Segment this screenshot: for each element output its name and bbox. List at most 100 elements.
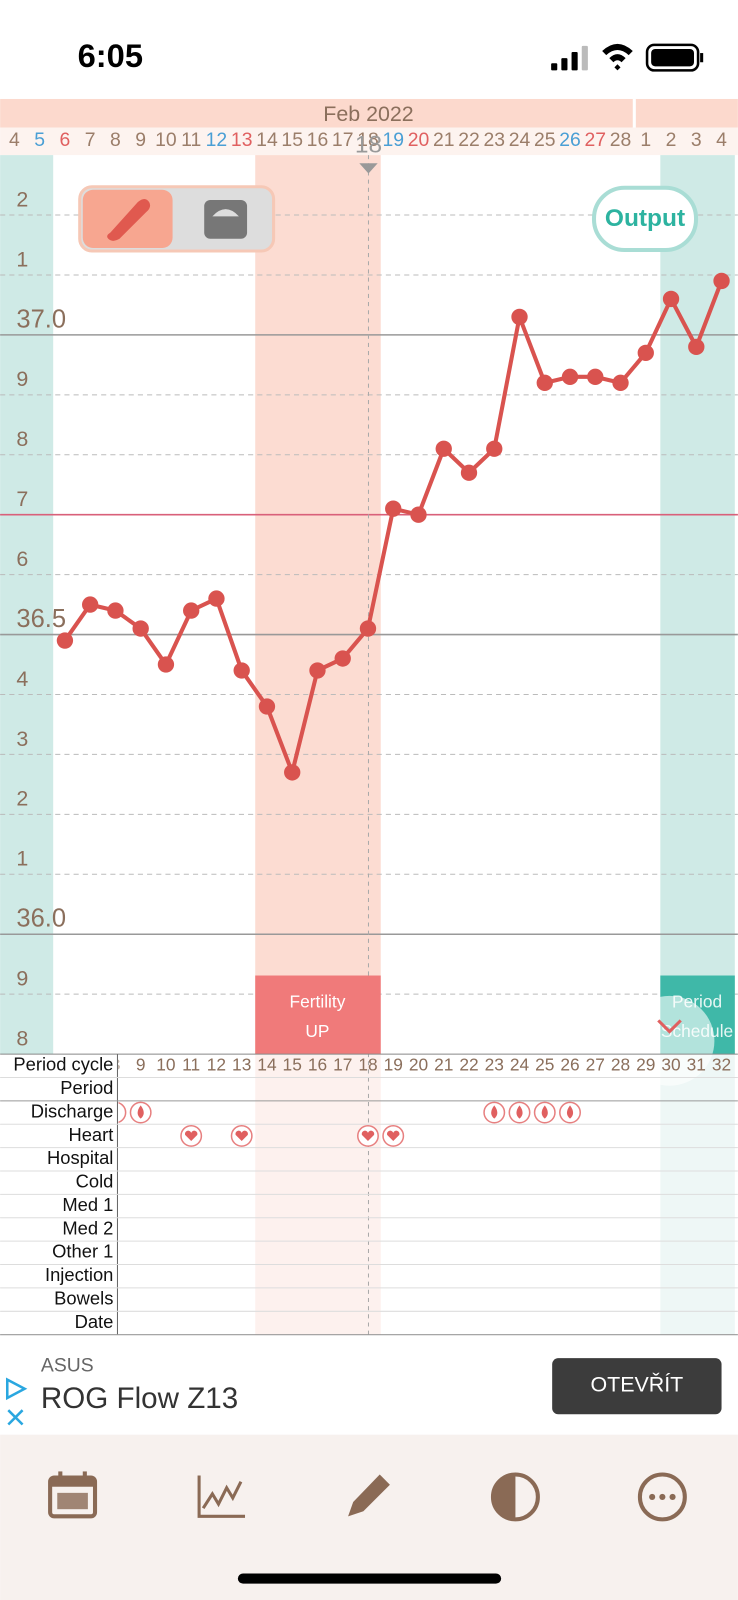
fertility-band bbox=[255, 155, 381, 1055]
ad-banner[interactable]: ASUS ROG Flow Z13 OTEVŘÍT bbox=[0, 1336, 738, 1435]
ad-button-label[interactable]: OTEVŘÍT bbox=[590, 1371, 683, 1396]
y-tick-label: 3 bbox=[16, 727, 28, 751]
row-label: Discharge bbox=[31, 1100, 114, 1121]
heart-icon bbox=[357, 1124, 379, 1147]
heart bbox=[184, 1130, 198, 1142]
x-tick-label: 21 bbox=[433, 129, 455, 151]
y-tick-label: 1 bbox=[16, 247, 28, 271]
temperature-point bbox=[258, 698, 276, 715]
drop-icon bbox=[559, 1101, 581, 1124]
x-tick-label: 10 bbox=[155, 129, 177, 151]
row-label: Injection bbox=[45, 1264, 113, 1285]
x-tick-label: 19 bbox=[382, 129, 404, 151]
x-tick-label: 28 bbox=[610, 129, 632, 151]
drop bbox=[566, 1105, 574, 1119]
x-tick-label: 18 bbox=[357, 129, 379, 151]
x-tick-label: 12 bbox=[206, 129, 228, 151]
status-icons bbox=[551, 43, 704, 72]
x-tick-label: 15 bbox=[281, 129, 303, 151]
scale-dial bbox=[212, 209, 239, 217]
y-tick-label: 2 bbox=[16, 187, 28, 211]
icon-ring bbox=[118, 1102, 127, 1124]
cycle-day: 19 bbox=[384, 1054, 403, 1074]
x-tick-label: 23 bbox=[483, 129, 505, 151]
temperature-point bbox=[208, 590, 225, 607]
month-divider bbox=[632, 98, 636, 128]
day-row bbox=[0, 127, 738, 156]
heart-icon bbox=[230, 1124, 253, 1147]
tab-cycle[interactable] bbox=[490, 1472, 540, 1522]
row-label: Period cycle bbox=[13, 1054, 113, 1075]
cycle-day: 17 bbox=[333, 1054, 352, 1074]
tab-more[interactable] bbox=[637, 1472, 687, 1522]
cycle-days: 8 9 10 11 12 13 14 15 16 17 18 19 20 21 22 23 24 25 26 27 28… bbox=[118, 1054, 731, 1147]
temperature-point bbox=[385, 500, 402, 517]
drop bbox=[541, 1105, 548, 1119]
collapse-circle[interactable] bbox=[624, 995, 715, 1086]
x-tick-label: 5 bbox=[34, 129, 45, 151]
temperature-point bbox=[713, 272, 730, 290]
temperature-line bbox=[63, 280, 724, 775]
x-tick-label: 22 bbox=[458, 129, 480, 151]
collapse-button[interactable] bbox=[624, 995, 715, 1086]
x-tick-label: 24 bbox=[509, 129, 531, 151]
x-tick-label: 16 bbox=[307, 129, 329, 151]
cycle-day: 20 bbox=[409, 1054, 428, 1074]
tab-bar bbox=[0, 1434, 738, 1600]
ad-button[interactable] bbox=[552, 1358, 722, 1415]
y-tick-label: 1 bbox=[16, 847, 28, 871]
tab-chart[interactable] bbox=[197, 1475, 246, 1518]
ad-choice[interactable] bbox=[5, 1377, 28, 1401]
period-forecast-band bbox=[660, 155, 735, 1055]
tab-calendar[interactable] bbox=[48, 1471, 98, 1519]
output-label[interactable]: Output bbox=[605, 205, 685, 232]
cycle-day: 14 bbox=[257, 1054, 277, 1074]
temperature-point bbox=[132, 620, 149, 637]
temperature-point bbox=[561, 368, 579, 386]
temperature-point bbox=[284, 764, 301, 781]
x-tick-label: 17 bbox=[332, 129, 354, 151]
clock: 6:05 bbox=[78, 37, 143, 74]
x-tick-label: 1 bbox=[640, 129, 651, 151]
output-frame[interactable] bbox=[591, 185, 699, 253]
x-tick-label: 14 bbox=[256, 129, 278, 151]
fertility-label: UP bbox=[305, 1021, 329, 1041]
row-label: Bowels bbox=[54, 1287, 113, 1308]
plot bbox=[56, 272, 730, 781]
cycle-day: 16 bbox=[308, 1054, 327, 1074]
fertility-box bbox=[255, 975, 381, 1055]
cycle-day: 10 bbox=[156, 1054, 175, 1074]
y-tick-label: 9 bbox=[16, 967, 28, 991]
y-tick-label: 2 bbox=[16, 787, 28, 811]
tab-icons bbox=[48, 1471, 687, 1522]
x-tick-label: 4 bbox=[716, 129, 727, 151]
temperature-point bbox=[536, 374, 553, 392]
ad-brand: ASUS bbox=[41, 1354, 94, 1376]
x-tick-label: 6 bbox=[60, 129, 71, 151]
cycle-day: 31 bbox=[687, 1054, 706, 1074]
x-tick-label: 26 bbox=[559, 129, 581, 151]
y-tick-label: 7 bbox=[16, 487, 28, 511]
scale-icon[interactable] bbox=[204, 200, 248, 239]
output-button[interactable]: Output bbox=[591, 185, 699, 253]
cycle-day: 23 bbox=[485, 1054, 504, 1074]
cycle-day: 32 bbox=[712, 1054, 731, 1074]
y-tick-label: 8 bbox=[16, 1026, 28, 1050]
ad-close[interactable] bbox=[7, 1409, 24, 1426]
x-tick-label: 20 bbox=[408, 129, 430, 151]
drop bbox=[491, 1105, 498, 1119]
y-tick-label: 6 bbox=[16, 547, 28, 571]
row-label: Heart bbox=[68, 1124, 113, 1145]
cycle-day: 12 bbox=[207, 1054, 226, 1074]
mode-toggle[interactable] bbox=[78, 185, 276, 253]
cycle-day: 24 bbox=[510, 1054, 530, 1074]
cycle-day: 30 bbox=[661, 1054, 680, 1074]
temperature-point bbox=[309, 662, 326, 679]
selected-day: 18 bbox=[355, 131, 382, 158]
row-label: Other 1 bbox=[52, 1241, 113, 1262]
row-label: Med 2 bbox=[62, 1217, 113, 1238]
x-tick-label: 3 bbox=[691, 129, 702, 151]
tab-edit[interactable] bbox=[348, 1474, 390, 1517]
